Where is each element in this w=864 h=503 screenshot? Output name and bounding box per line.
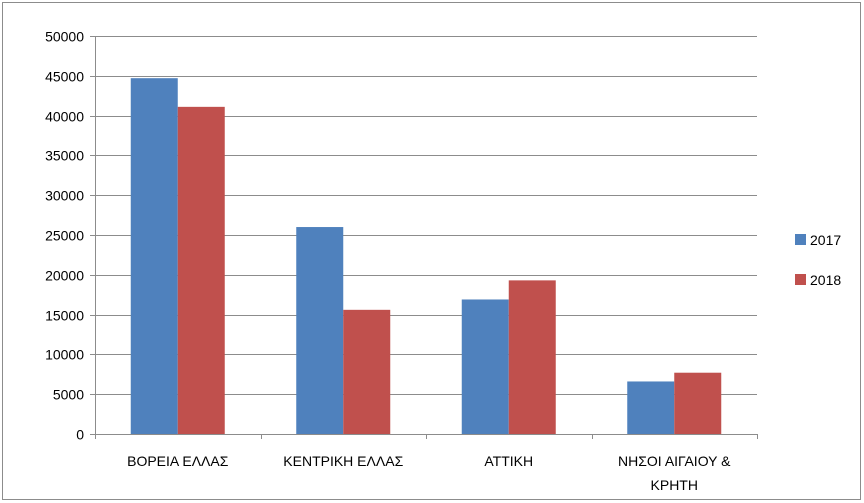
y-tick-label: 5000 <box>53 387 84 403</box>
legend: 2017 2018 <box>795 232 841 288</box>
y-tick-label: 45000 <box>45 69 84 85</box>
axes <box>95 36 758 439</box>
bar-2017 <box>296 227 344 434</box>
y-tick-label: 40000 <box>45 109 84 125</box>
x-axis-labels: ΒΟΡΕΙΑ ΕΛΛΑΣ ΚΕΝΤΡΙΚΗ ΕΛΛΑΣ ΑΤΤΙΚΗ ΝΗΣΟΙ ΑΙ… <box>127 453 731 493</box>
legend-swatch-2018 <box>795 274 806 285</box>
y-tick-label: 15000 <box>45 308 84 324</box>
bars <box>130 78 722 435</box>
bar-2017 <box>130 78 178 435</box>
y-axis-ticks: 0 5000 10000 15000 20000 25000 30000 35000 40000… <box>45 29 95 443</box>
legend-swatch-2017 <box>795 234 806 245</box>
y-tick-label: 50000 <box>45 29 84 45</box>
y-tick-label: 0 <box>76 427 84 443</box>
y-tick-label: 25000 <box>45 228 84 244</box>
bar-2018 <box>674 372 722 434</box>
legend-label-2018: 2018 <box>810 272 841 288</box>
bar-2018 <box>343 309 391 434</box>
y-tick-label: 35000 <box>45 148 84 164</box>
bar-2018 <box>508 280 556 434</box>
x-tick-label: ΚΕΝΤΡΙΚΗ ΕΛΛΑΣ <box>283 453 403 469</box>
y-tick-label: 20000 <box>45 268 84 284</box>
bar-2017 <box>627 381 675 434</box>
y-tick-label: 10000 <box>45 347 84 363</box>
x-tick-label: ΑΤΤΙΚΗ <box>484 453 533 469</box>
bar-2017 <box>461 299 509 434</box>
y-tick-label: 30000 <box>45 188 84 204</box>
x-tick-label: ΒΟΡΕΙΑ ΕΛΛΑΣ <box>127 453 229 469</box>
bar-2018 <box>177 106 225 435</box>
legend-label-2017: 2017 <box>810 232 841 248</box>
x-tick-label: ΝΗΣΟΙ ΑΙΓΑΙΟΥ & ΚΡΗΤΗ <box>618 453 731 493</box>
